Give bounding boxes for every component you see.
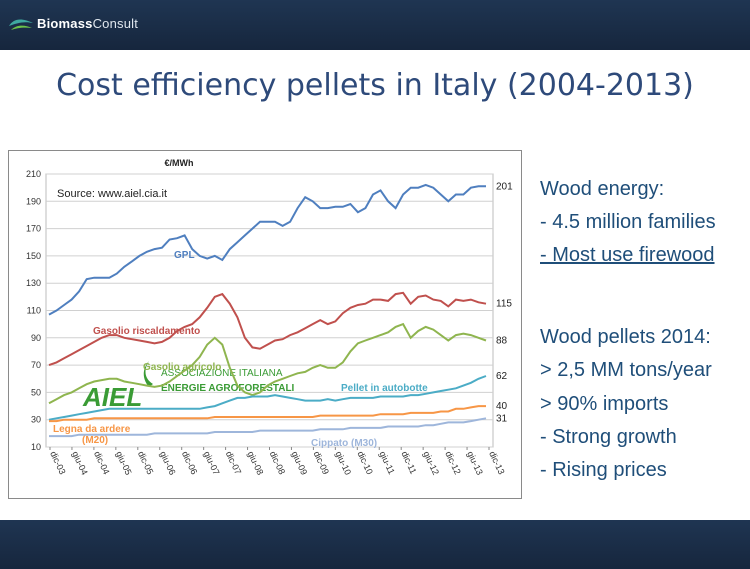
y-tick-label: 190 xyxy=(26,196,41,206)
chart-area: 10 30 50 70 90 110 130 150 170 190 210 dic-03 giu-04… xyxy=(8,150,522,499)
unit-label: €/MWh xyxy=(165,158,194,168)
x-tick-label: giu-04 xyxy=(70,450,90,477)
y-tick-label: 90 xyxy=(31,333,41,343)
y-tick-label: 70 xyxy=(31,360,41,370)
series-line-legna-da-ardere-m20 xyxy=(49,405,486,423)
y-tick-label: 170 xyxy=(26,224,41,234)
logo-text: BiomassConsult xyxy=(37,15,139,31)
top-bar: BiomassConsult xyxy=(0,0,750,50)
watermark-line-2: ENERGIE AGROFORESTALI xyxy=(161,383,295,394)
right-text-line-6: > 90% imports xyxy=(540,393,669,415)
series-line-gasolio-agricolo xyxy=(48,322,487,405)
x-tick-label: dic-09 xyxy=(312,450,331,476)
right-text-line-8: - Rising prices xyxy=(540,459,667,481)
x-tick-label: giu-10 xyxy=(334,450,354,477)
end-value-label: 40 xyxy=(496,401,508,412)
series-label: Cippato (M30) xyxy=(311,438,377,449)
watermark-line-1: ASSOCIAZIONE ITALIANA xyxy=(161,368,283,379)
end-value-label: 115 xyxy=(496,299,512,310)
y-tick-label: 150 xyxy=(26,251,41,261)
series-label: GPL xyxy=(174,250,195,261)
x-tick-label: giu-11 xyxy=(377,450,396,476)
y-tick-label: 130 xyxy=(26,278,41,288)
y-tick-label: 210 xyxy=(26,169,41,179)
x-tick-label: giu-07 xyxy=(202,450,222,477)
logo: BiomassConsult xyxy=(8,14,138,32)
end-value-label: 62 xyxy=(496,371,508,382)
x-tick-label: dic-05 xyxy=(136,450,155,476)
x-tick-label: dic-03 xyxy=(48,450,67,476)
series-label: Gasolio riscaldamento xyxy=(93,326,200,337)
x-tick-label: dic-04 xyxy=(92,450,111,476)
x-tick-label: giu-05 xyxy=(114,450,134,477)
right-text-line-5: > 2,5 MM tons/year xyxy=(540,359,712,381)
right-text-line-7: - Strong growth xyxy=(540,426,677,448)
series-line-pellet-in-autobotte xyxy=(48,375,487,421)
x-tick-label: dic-07 xyxy=(224,450,243,476)
x-tick-label: giu-12 xyxy=(421,450,441,477)
series-line-gasolio-riscaldamento xyxy=(48,291,487,367)
y-tick-label: 110 xyxy=(27,306,41,316)
series-line-gpl xyxy=(48,183,486,316)
end-value-label: 88 xyxy=(496,336,508,347)
x-tick-label: giu-09 xyxy=(290,450,310,477)
right-text-line-4: Wood pellets 2014: xyxy=(540,326,711,348)
line-chart: 10 30 50 70 90 110 130 150 170 190 210 dic-03 giu-04… xyxy=(26,158,513,477)
y-tick-label: 30 xyxy=(31,415,41,425)
series-label: Gasolio agricolo xyxy=(143,362,221,373)
series-label: Pellet in autobotte xyxy=(341,383,428,394)
right-text-line-1: Wood energy: xyxy=(540,178,665,200)
y-tick-label: 10 xyxy=(31,442,41,452)
x-tick-label: dic-08 xyxy=(268,450,287,476)
series-label: (M20) xyxy=(82,435,108,446)
end-value-label: 201 xyxy=(496,181,513,192)
right-text-line-2: - 4.5 million families xyxy=(540,211,716,233)
leaf-logo-icon xyxy=(9,19,33,30)
x-tick-label: giu-06 xyxy=(158,450,178,477)
x-tick-label: dic-06 xyxy=(180,450,199,476)
watermark-brand: AIEL xyxy=(82,382,142,412)
x-tick-label: dic-11 xyxy=(399,450,418,476)
series-label: Legna da ardere xyxy=(53,424,131,435)
series-line-cippato-m30 xyxy=(49,417,487,438)
end-value-label: 31 xyxy=(496,413,508,424)
x-tick-label: dic-12 xyxy=(443,450,462,476)
right-text-line-3-link[interactable]: - Most use firewood xyxy=(540,244,715,266)
x-tick-label: giu-08 xyxy=(246,450,266,477)
aiel-leaf-icon xyxy=(143,361,153,387)
source-label: Source: www.aiel.cia.it xyxy=(57,188,167,200)
y-tick-label: 50 xyxy=(31,387,41,397)
bottom-bar xyxy=(0,520,750,569)
x-tick-label: dic-13 xyxy=(487,450,506,476)
slide-title: Cost efficiency pellets in Italy (2004-2… xyxy=(56,68,694,103)
x-tick-label: dic-10 xyxy=(355,450,374,476)
x-tick-label: giu-13 xyxy=(465,450,485,477)
